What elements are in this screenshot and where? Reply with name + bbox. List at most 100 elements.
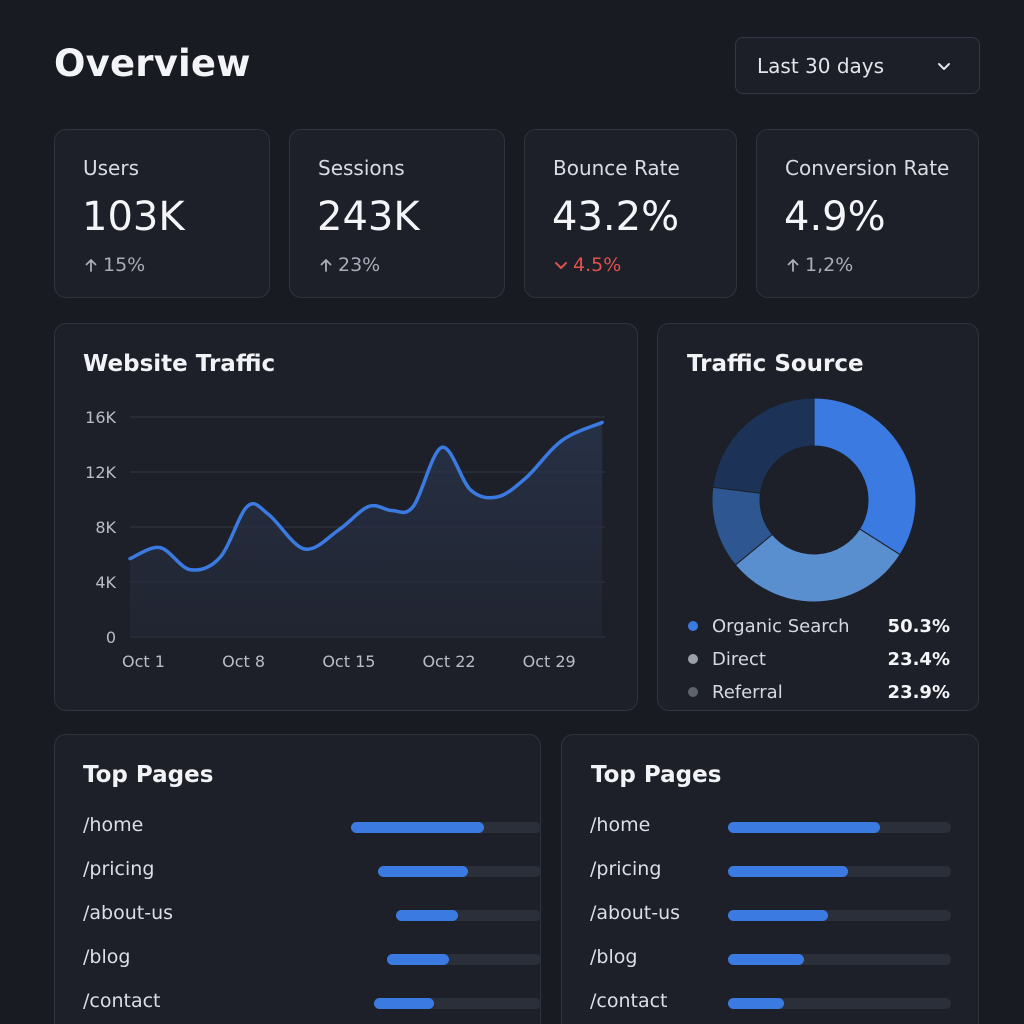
kpi-value: 4.9% <box>784 194 886 240</box>
kpi-card-users: Users 103K 15% <box>54 129 270 298</box>
x-tick-label: Oct 22 <box>422 652 475 671</box>
legend-dot <box>688 654 698 664</box>
top-page-row[interactable]: /blog <box>590 946 1024 974</box>
kpi-delta: 23% <box>318 254 380 276</box>
page-bar-track <box>728 954 951 965</box>
page-bar-track <box>728 866 951 877</box>
page-bar-track <box>728 822 951 833</box>
page-bar-fill <box>728 998 784 1009</box>
website-traffic-title: Website Traffic <box>83 351 276 377</box>
x-tick-label: Oct 15 <box>322 652 375 671</box>
x-tick-label: Oct 1 <box>122 652 165 671</box>
legend-value: 50.3% <box>887 615 950 637</box>
legend-label: Referral <box>712 681 783 703</box>
kpi-delta: 1,2% <box>785 254 853 276</box>
page-path: /blog <box>83 946 131 968</box>
page-bar-track <box>351 822 541 833</box>
top-page-row[interactable]: /contact <box>83 990 541 1018</box>
kpi-label: Sessions <box>318 156 405 180</box>
page-bar-track <box>396 910 541 921</box>
legend-label: Organic Search <box>712 615 850 637</box>
top-page-row[interactable]: /about-us <box>83 902 541 930</box>
top-page-row[interactable]: /home <box>83 814 541 842</box>
y-tick-label: 4K <box>95 573 116 592</box>
y-tick-label: 8K <box>95 518 116 537</box>
page-bar-fill <box>387 954 449 965</box>
page-bar-fill <box>728 954 804 965</box>
website-traffic-card: Website Traffic 16K 12K 8K 4K 0 Oct 1 Oct 8 Oc… <box>54 323 638 711</box>
kpi-value: 43.2% <box>552 194 680 240</box>
page-bar-track <box>374 998 541 1009</box>
donut-slice <box>712 397 815 494</box>
page-path: /contact <box>83 990 161 1012</box>
arrow-up-icon <box>787 259 799 272</box>
traffic-area <box>130 422 603 637</box>
page-bar-fill <box>728 822 880 833</box>
top-page-row[interactable]: /pricing <box>83 858 541 886</box>
page-path: /home <box>590 814 651 836</box>
kpi-delta-value: 4.5% <box>573 254 622 276</box>
page-path: /contact <box>590 990 668 1012</box>
top-page-row[interactable]: /blog <box>83 946 541 974</box>
top-pages-card-right: Top Pages /home/pricing/about-us/blog/co… <box>561 734 979 1024</box>
top-page-row[interactable]: /pricing <box>590 858 1024 886</box>
page-bar-track <box>387 954 541 965</box>
legend-dot <box>688 687 698 697</box>
donut-slice <box>813 397 917 556</box>
page-bar-fill <box>728 866 849 877</box>
traffic-chart: 16K 12K 8K 4K 0 Oct 1 Oct 8 Oct 15 Oct 22 Oct 29 <box>85 408 605 671</box>
date-range-label: Last 30 days <box>757 53 885 78</box>
traffic-source-donut <box>711 397 917 603</box>
arrow-up-icon <box>320 259 332 272</box>
traffic-source-card: Traffic Source Organic Search 50.3% Dire… <box>657 323 979 711</box>
legend-item-direct: Direct 23.4% <box>688 647 950 671</box>
x-tick-label: Oct 8 <box>222 652 265 671</box>
page-bar-track <box>728 910 951 921</box>
kpi-delta-value: 1,2% <box>805 254 854 276</box>
top-page-row[interactable]: /about-us <box>590 902 1024 930</box>
page-path: /pricing <box>590 858 662 880</box>
legend-dot <box>688 621 698 631</box>
top-pages-card-left: Top Pages /home/pricing/about-us/blog/co… <box>54 734 541 1024</box>
kpi-card-bounce-rate: Bounce Rate 43.2% 4.5% <box>524 129 737 298</box>
legend-item-organic-search: Organic Search 50.3% <box>688 614 950 638</box>
page-bar-fill <box>728 910 829 921</box>
page-path: /pricing <box>83 858 155 880</box>
legend-value: 23.9% <box>887 681 950 703</box>
legend-item-referral: Referral 23.9% <box>688 680 950 704</box>
page-bar-track <box>378 866 541 877</box>
top-page-row[interactable]: /contact <box>590 990 1024 1018</box>
x-tick-label: Oct 29 <box>523 652 576 671</box>
kpi-delta-value: 23% <box>338 254 381 276</box>
page-bar-track <box>728 998 951 1009</box>
page-bar-fill <box>396 910 459 921</box>
chevron-down-icon <box>555 262 567 269</box>
y-tick-label: 16K <box>85 408 116 427</box>
kpi-delta: 4.5% <box>553 254 621 276</box>
date-range-select[interactable]: Last 30 days <box>735 37 980 94</box>
kpi-delta: 15% <box>83 254 145 276</box>
page-bar-fill <box>351 822 484 833</box>
kpi-label: Users <box>83 156 140 180</box>
page-path: /about-us <box>590 902 681 924</box>
kpi-label: Conversion Rate <box>785 156 950 180</box>
page-path: /blog <box>590 946 638 968</box>
page-path: /home <box>83 814 144 836</box>
kpi-card-sessions: Sessions 243K 23% <box>289 129 505 298</box>
top-pages-title: Top Pages <box>83 762 214 788</box>
page-path: /about-us <box>83 902 174 924</box>
y-tick-label: 12K <box>85 463 116 482</box>
kpi-label: Bounce Rate <box>553 156 680 180</box>
page-title: Overview <box>54 42 251 85</box>
page-bar-fill <box>378 866 468 877</box>
traffic-line <box>128 420 604 572</box>
page-bar-fill <box>374 998 435 1009</box>
kpi-value: 243K <box>317 194 420 240</box>
y-tick-label: 0 <box>106 628 116 647</box>
top-pages-title: Top Pages <box>591 762 722 788</box>
kpi-delta-value: 15% <box>103 254 146 276</box>
legend-value: 23.4% <box>887 648 950 670</box>
top-page-row[interactable]: /home <box>590 814 1024 842</box>
chevron-down-icon <box>938 62 950 70</box>
